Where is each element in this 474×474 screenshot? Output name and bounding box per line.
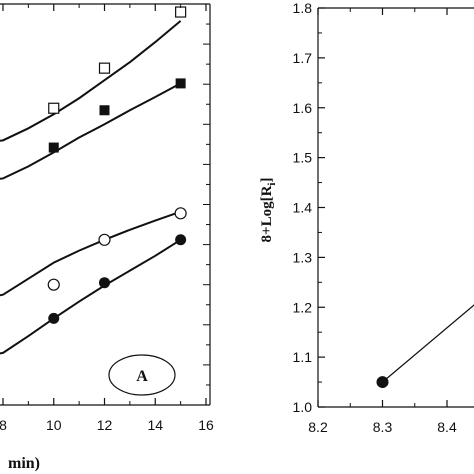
panel-b-point: [376, 376, 389, 389]
series-1-point: [99, 105, 110, 116]
panel-a-x-tick-label: 10: [46, 417, 62, 433]
panel-b-y-tick-label: 1.2: [293, 299, 313, 315]
panel-b-y-tick-label: 1.6: [293, 100, 313, 116]
panel-b-y-tick-label: 1.3: [293, 249, 313, 265]
panel-badge-ellipse: [108, 354, 176, 396]
series-3-point: [99, 277, 110, 289]
panel-a-x-tick-label: 12: [97, 417, 113, 433]
panel-a-x-axis-label: min): [8, 455, 40, 472]
panel-b-axes: [317, 7, 474, 408]
panel-b-y-tick-label: 1.5: [293, 150, 313, 166]
panel-b-x-tick-label: 8.2: [308, 419, 328, 435]
series-3-point: [175, 234, 187, 246]
panel-b-y-tick-label: 1.1: [293, 349, 313, 365]
panel-a-marks: [0, 6, 187, 355]
panel-a-x-tick-label: 8: [0, 417, 7, 433]
panel-a: 8 10 12 14 16 min) A: [0, 3, 214, 472]
series-0-point: [175, 6, 187, 18]
series-2-point: [98, 233, 111, 246]
panel-a-x-ticks: 8 10 12 14 16: [0, 4, 214, 433]
series-0-fit-curve: [0, 20, 182, 142]
panel-b-x-ticks: 8.28.38.48.5: [308, 8, 457, 435]
panel-b-y-axis-label: 8+Log[Ri]: [259, 178, 278, 243]
panel-b-y-ticks: 1.0 1.1 1.2 1.3 1.4 1.5 1.6 1.7 1.8: [293, 0, 325, 415]
series-0-point: [98, 62, 111, 74]
panel-a-x-tick-label: 14: [147, 417, 163, 433]
series-1-fit-curve: [0, 82, 182, 180]
series-2-point: [47, 278, 60, 291]
panel-b-marks: [376, 304, 474, 389]
panel-b-trend-line: [382, 304, 474, 383]
panel-b-y-tick-label: 1.4: [293, 200, 313, 216]
panel-b-x-tick-label: 8.4: [437, 419, 457, 435]
panel-badge-label: A: [136, 368, 148, 385]
series-2-point: [174, 207, 187, 220]
panel-b-x-tick-label: 8.3: [373, 419, 393, 435]
series-3-point: [48, 312, 60, 324]
series-0-point: [48, 102, 60, 114]
series-1-point: [175, 78, 186, 89]
panel-b-y-tick-label: 1.0: [293, 399, 313, 415]
panel-b-y-tick-label: 1.8: [293, 0, 313, 16]
series-2-fit-curve: [0, 210, 181, 297]
series-1-point: [48, 142, 59, 153]
panel-b-y-tick-label: 1.7: [293, 50, 313, 66]
panel-b: 1.01.11.21.31.41.51.61.71.8 8.28.38.48.5…: [259, 0, 474, 435]
series-3-fit-curve: [0, 238, 182, 355]
panel-a-x-tick-label: 16: [198, 417, 214, 433]
